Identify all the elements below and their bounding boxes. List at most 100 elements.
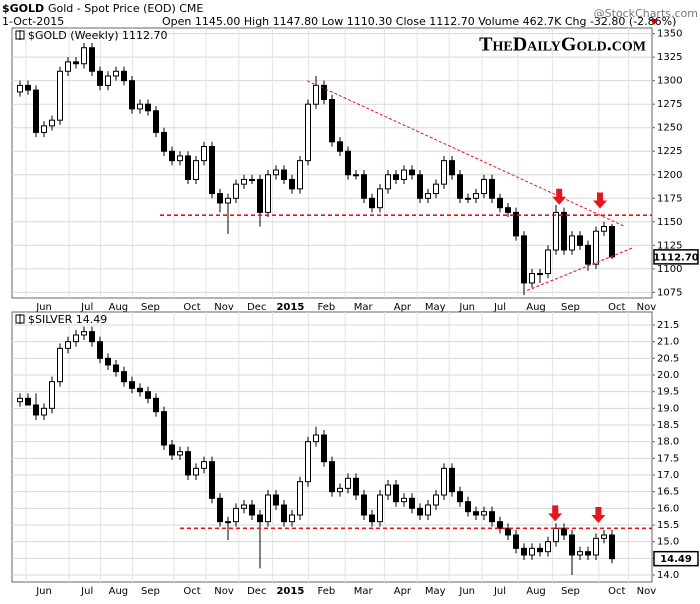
y-tick-label: 1325 (657, 52, 682, 63)
candle-body (153, 397, 159, 413)
candle-body (361, 174, 367, 199)
candle-body (481, 511, 487, 516)
candle-body (33, 89, 39, 133)
candle-body (529, 273, 535, 284)
x-tick-label: Apr (394, 586, 412, 597)
candle-body (337, 141, 343, 152)
x-tick-label: Dec (247, 586, 266, 597)
candle-body (193, 160, 199, 180)
candle-body (169, 444, 175, 456)
x-tick-label: Jun (458, 586, 475, 597)
last-value-label: 1112.70 (653, 252, 699, 263)
candle-body (425, 504, 431, 516)
candle-body (497, 197, 503, 209)
y-tick-label: 15.0 (657, 537, 679, 548)
candle-body (81, 331, 87, 336)
candle-body (121, 371, 127, 383)
y-tick-label: 21.0 (657, 337, 679, 348)
candle-body (433, 183, 439, 195)
candle-body (41, 407, 47, 416)
candle-body (529, 547, 535, 556)
x-tick-label: May (425, 302, 446, 313)
candle-body (105, 75, 111, 86)
candle-body (409, 497, 415, 509)
x-tick-label: Jul (493, 586, 506, 597)
plot-area (11, 27, 653, 299)
candle-body (393, 484, 399, 503)
candle-body (521, 235, 527, 284)
candle-body (201, 146, 207, 162)
y-tick-label: 1150 (657, 217, 682, 228)
candle-body (353, 174, 359, 177)
candle-body (217, 193, 223, 204)
x-tick-label: Aug (109, 302, 129, 313)
candle-body (321, 434, 327, 463)
candle-body (17, 397, 23, 403)
candle-body (209, 461, 215, 499)
candle-body (465, 197, 471, 200)
candle-body (249, 178, 255, 181)
x-tick-label: Jul (80, 586, 93, 597)
x-tick-label: Jun (35, 302, 52, 313)
candle-body (457, 491, 463, 503)
candle-body (113, 70, 119, 77)
candle-body (585, 551, 591, 556)
candle-body (257, 178, 263, 213)
x-tick-label: Nov (637, 302, 657, 313)
candle-body (281, 169, 287, 180)
candle-body (153, 110, 159, 133)
candle-body (49, 381, 55, 409)
candle-body (473, 193, 479, 199)
legend: $GOLD (Weekly) 1112.70 (28, 29, 168, 42)
candle-body (225, 521, 231, 524)
candle-body (113, 364, 119, 373)
candle-body (457, 174, 463, 199)
candle-body (89, 331, 95, 343)
candle-body (329, 461, 335, 493)
x-tick-label: Jun (35, 586, 52, 597)
candle-body (473, 511, 479, 516)
candle-body (345, 150, 351, 176)
arrow (593, 192, 607, 209)
candle-body (329, 98, 335, 143)
candle-body (225, 197, 231, 204)
candle-body (137, 387, 143, 393)
candle-body (393, 174, 399, 180)
candle-body (273, 169, 279, 176)
y-tick-label: 21.5 (657, 320, 679, 331)
candle-body (345, 477, 351, 489)
candle-body (537, 273, 543, 276)
y-tick-label: 17.5 (657, 453, 679, 464)
trend-line (306, 80, 626, 227)
y-tick-label: 1200 (657, 170, 682, 181)
candle-body (377, 494, 383, 523)
candle-body (265, 494, 271, 523)
candle-body (161, 411, 167, 446)
candle-body (89, 47, 95, 72)
x-tick-label: Sep (561, 586, 580, 597)
candle-body (209, 146, 215, 195)
candle-body (609, 226, 615, 258)
candle-body (361, 494, 367, 516)
y-tick-label: 18.5 (657, 420, 679, 431)
candle-body (305, 103, 311, 162)
candle-body (313, 434, 319, 443)
candle-body (505, 207, 511, 213)
candle-body (217, 497, 223, 523)
candle-body (105, 357, 111, 366)
y-tick-label: 1275 (657, 99, 682, 110)
candle-body (265, 174, 271, 213)
x-tick-label: Feb (318, 302, 336, 313)
candle-body (593, 230, 599, 265)
candle-body (177, 451, 183, 456)
candle-body (129, 381, 135, 389)
candle-body (441, 160, 447, 185)
y-tick-label: 16.0 (657, 503, 679, 514)
candle-body (297, 481, 303, 516)
candle-body (513, 211, 519, 237)
candle-body (577, 551, 583, 556)
candle-body (57, 347, 63, 383)
candle-body (97, 341, 103, 359)
candle-body (513, 534, 519, 549)
candle-body (233, 183, 239, 199)
